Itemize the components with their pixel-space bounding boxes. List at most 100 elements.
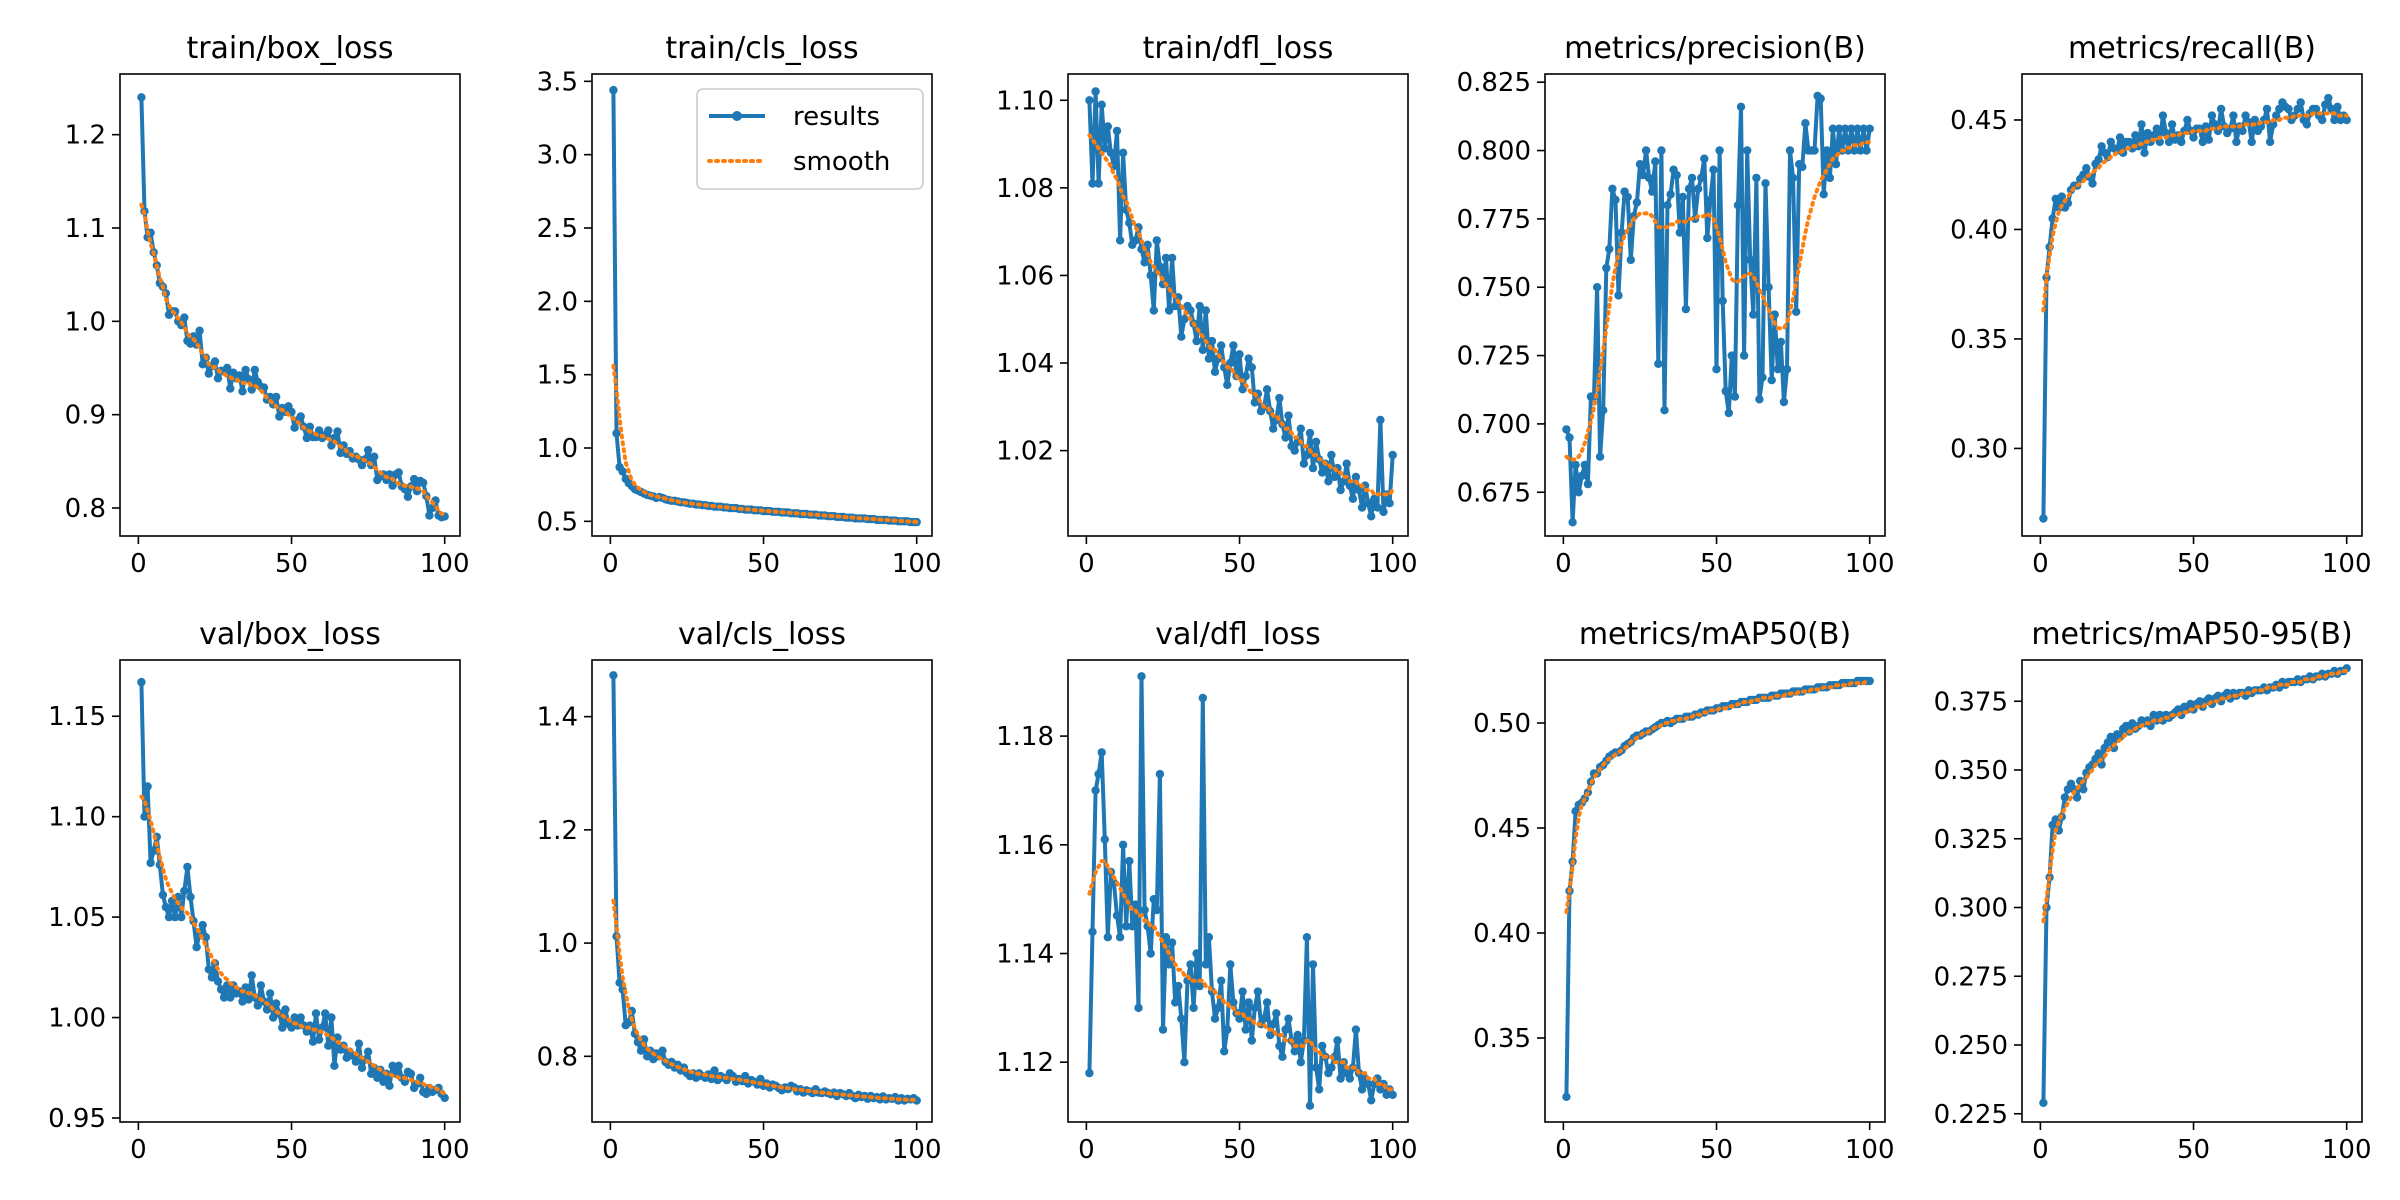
results-point xyxy=(1385,499,1394,508)
results-point xyxy=(1351,1025,1361,1034)
results-point xyxy=(1235,1014,1244,1023)
results-point xyxy=(2088,179,2097,188)
results-point xyxy=(1721,386,1730,396)
results-point xyxy=(1733,201,1743,210)
results-point xyxy=(1311,437,1321,446)
results-point xyxy=(1161,933,1171,942)
results-point xyxy=(1376,415,1385,425)
panel-title: train/box_loss xyxy=(186,31,393,66)
results-point xyxy=(1213,1003,1223,1013)
results-point xyxy=(161,902,171,912)
panel-5: metrics/recall(B) 0 50 100 0.30 0.35 0.40 0.45 xyxy=(1950,31,2371,579)
x-tick-label: 100 xyxy=(2322,549,2372,579)
results-point xyxy=(1330,472,1339,482)
results-point xyxy=(1865,124,1874,133)
results-point xyxy=(1094,769,1103,779)
results-point xyxy=(419,478,428,487)
results-point xyxy=(1727,351,1737,360)
results-point xyxy=(311,1009,321,1018)
y-tick-label: 1.14 xyxy=(996,940,1054,970)
results-point xyxy=(2293,104,2302,114)
results-point xyxy=(296,412,305,421)
results-point xyxy=(213,374,223,383)
results-point xyxy=(210,357,220,366)
y-tick-label: 1.06 xyxy=(996,261,1054,291)
results-point xyxy=(612,429,621,438)
results-point xyxy=(1305,1101,1315,1110)
results-point xyxy=(1284,1014,1293,1023)
results-point xyxy=(2189,133,2198,142)
x-tick-label: 0 xyxy=(1078,1135,1095,1165)
results-point xyxy=(1167,938,1177,947)
smooth-series-line xyxy=(611,898,919,1102)
results-point xyxy=(1712,365,1721,374)
results-point xyxy=(1336,485,1345,495)
y-tick-label: 0.45 xyxy=(1950,106,2008,136)
y-tick-label: 0.35 xyxy=(1950,325,2008,355)
results-point xyxy=(321,1009,330,1018)
results-point xyxy=(1275,1041,1284,1051)
results-point xyxy=(1785,146,1795,155)
results-point xyxy=(223,363,232,373)
results-point xyxy=(247,971,256,980)
results-point xyxy=(1103,933,1113,942)
results-point xyxy=(330,1061,339,1071)
results-point xyxy=(226,384,235,393)
results-point xyxy=(143,782,152,791)
y-tick-label: 1.04 xyxy=(996,349,1054,379)
results-point xyxy=(1241,1025,1250,1034)
results-point xyxy=(1724,408,1734,418)
y-tick-label: 1.12 xyxy=(996,1048,1054,1078)
results-point xyxy=(609,85,618,95)
y-tick-label: 1.5 xyxy=(537,361,578,391)
panel-plot-area xyxy=(1085,87,1397,521)
results-point xyxy=(2204,135,2213,144)
results-point xyxy=(2177,137,2186,147)
panel-plot-area xyxy=(1562,91,1874,527)
results-point xyxy=(1351,472,1361,482)
x-tick-label: 100 xyxy=(420,549,470,579)
smooth-series-line xyxy=(139,794,447,1096)
results-point xyxy=(1822,146,1832,155)
panel-plot-area xyxy=(137,677,449,1103)
panel-title: val/cls_loss xyxy=(678,617,846,652)
results-point xyxy=(1164,960,1174,969)
results-point xyxy=(1715,146,1724,155)
results-point xyxy=(324,1041,333,1050)
x-tick-label: 100 xyxy=(892,549,942,579)
x-tick-label: 0 xyxy=(1078,549,1095,579)
panel-title: val/box_loss xyxy=(199,617,381,652)
results-point xyxy=(1819,190,1828,199)
results-point xyxy=(174,892,183,902)
results-point xyxy=(658,1046,667,1055)
results-point xyxy=(2229,111,2238,120)
results-point xyxy=(1825,173,1835,183)
results-point xyxy=(1562,425,1571,434)
panel-plot-area xyxy=(2039,93,2351,523)
results-point xyxy=(244,375,253,384)
results-point xyxy=(1128,922,1137,931)
y-tick-label: 1.08 xyxy=(996,174,1054,204)
results-point xyxy=(164,912,174,922)
legend-label-smooth: smooth xyxy=(793,147,890,177)
legend-label-results: results xyxy=(793,102,880,132)
panel-10: metrics/mAP50-95(B) 0 50 100 0.225 0.250 0.275… xyxy=(1934,617,2372,1165)
results-point xyxy=(1779,397,1789,407)
results-point xyxy=(2318,115,2327,125)
results-point xyxy=(1085,1068,1094,1078)
axes-frame xyxy=(119,73,461,537)
results-point xyxy=(1315,1085,1324,1094)
results-point xyxy=(2131,131,2140,140)
results-point xyxy=(1834,124,1844,133)
results-point xyxy=(2060,793,2070,802)
results-series-line xyxy=(611,675,918,1103)
y-tick-label: 0.725 xyxy=(1457,342,1531,372)
axes-frame xyxy=(1544,73,1886,537)
results-point xyxy=(272,999,281,1008)
results-point xyxy=(1354,485,1364,495)
results-point xyxy=(363,445,373,455)
results-point xyxy=(1752,173,1761,183)
results-point xyxy=(189,332,198,341)
y-tick-label: 1.16 xyxy=(996,831,1054,861)
